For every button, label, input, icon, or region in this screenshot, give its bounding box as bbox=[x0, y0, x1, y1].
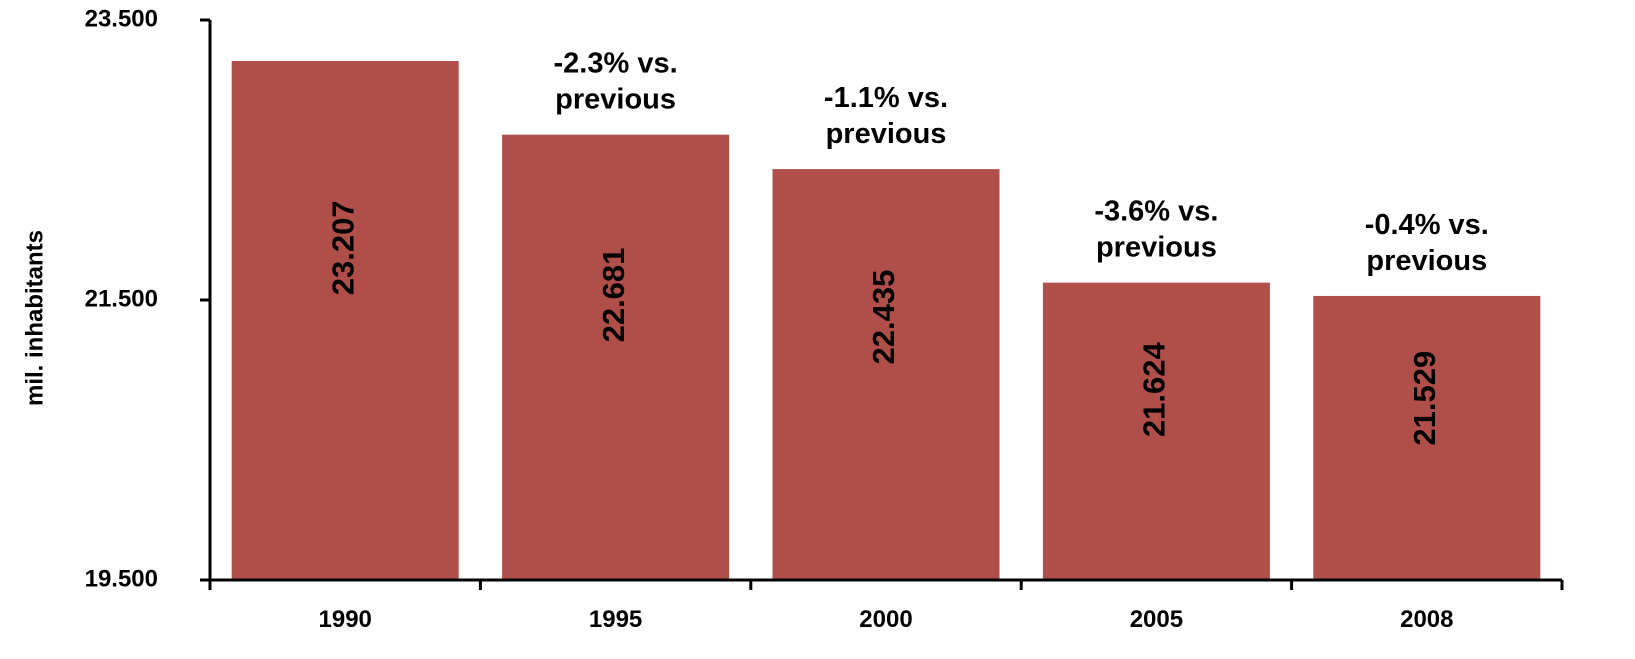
x-tick-label-2008: 2008 bbox=[1400, 606, 1453, 633]
x-tick-label-1995: 1995 bbox=[589, 606, 642, 633]
annotation-line: previous bbox=[1366, 245, 1487, 277]
annotation-line: previous bbox=[1096, 232, 1217, 264]
annotation-line: previous bbox=[826, 118, 947, 150]
bar-1990 bbox=[231, 61, 459, 580]
bars-layer bbox=[231, 61, 1541, 580]
annotation-line: previous bbox=[555, 84, 676, 116]
bar-value-label-2008: 21.529 bbox=[1407, 351, 1442, 446]
annotation-2000: -1.1% vs. previous bbox=[824, 82, 948, 150]
y-tick-label-21.500: 21.500 bbox=[85, 285, 158, 312]
annotation-line: -3.6% vs. bbox=[1094, 196, 1218, 228]
x-tick-label-2000: 2000 bbox=[859, 606, 912, 633]
x-tick-label-1990: 1990 bbox=[319, 606, 372, 633]
bar-2008 bbox=[1313, 295, 1541, 580]
bar-value-label-2005: 21.624 bbox=[1137, 342, 1172, 438]
bar-2005 bbox=[1042, 282, 1270, 580]
annotation-2005: -3.6% vs. previous bbox=[1094, 196, 1218, 264]
labels-layer: 23.207 1990 22.681 -2.3% vs. previous 1995 22.… bbox=[21, 5, 1489, 633]
annotation-line: -1.1% vs. bbox=[824, 82, 948, 114]
annotation-1995: -2.3% vs. previous bbox=[554, 48, 678, 116]
y-axis-title: mil. inhabitants bbox=[21, 230, 48, 406]
bar-value-label-1995: 22.681 bbox=[596, 248, 631, 343]
y-tick-label-23.500: 23.500 bbox=[85, 5, 158, 32]
annotation-2008: -0.4% vs. previous bbox=[1365, 209, 1489, 277]
bar-value-label-1990: 23.207 bbox=[325, 200, 360, 295]
bar-value-label-2000: 22.435 bbox=[866, 270, 901, 365]
y-tick-label-19.500: 19.500 bbox=[85, 565, 158, 592]
bar-2000 bbox=[772, 169, 1000, 580]
x-tick-label-2005: 2005 bbox=[1130, 606, 1183, 633]
axes-layer bbox=[200, 18, 1564, 590]
annotation-line: -2.3% vs. bbox=[554, 48, 678, 80]
bar-1995 bbox=[502, 134, 730, 580]
annotation-line: -0.4% vs. bbox=[1365, 209, 1489, 241]
